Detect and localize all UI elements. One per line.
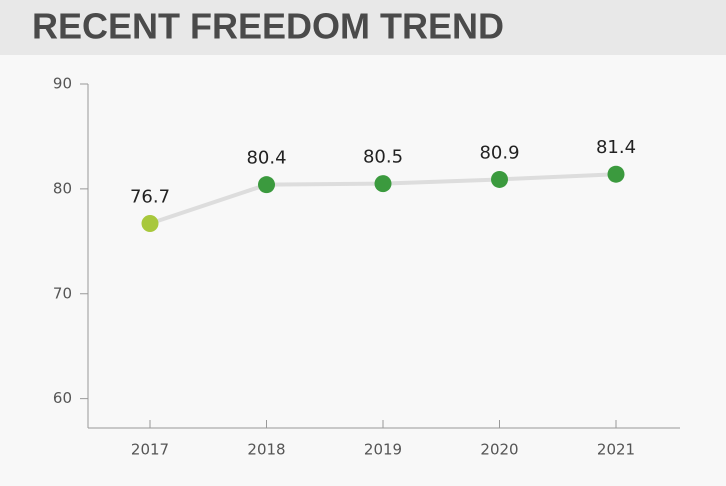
title-band — [0, 0, 726, 55]
point — [491, 170, 508, 188]
data-label: 76.7 — [130, 186, 170, 207]
x-tick-label: 2018 — [247, 441, 285, 459]
data-label: 80.9 — [479, 142, 519, 163]
y-tick-label: 60 — [53, 389, 72, 407]
data-label: 80.4 — [246, 148, 286, 169]
data-label: 81.4 — [596, 137, 636, 158]
y-tick-label: 80 — [53, 179, 72, 197]
point — [141, 214, 159, 232]
data-label: 80.5 — [363, 147, 403, 168]
point — [258, 176, 275, 194]
point — [374, 175, 392, 193]
y-tick-label: 70 — [53, 284, 72, 302]
y-tick-label: 90 — [53, 75, 72, 93]
x-tick-label: 2019 — [364, 441, 402, 459]
x-tick-label: 2020 — [480, 441, 518, 459]
point — [607, 165, 625, 183]
x-tick-label: 2021 — [597, 441, 635, 459]
x-tick-label: 2017 — [131, 441, 169, 459]
chart-title: RECENT FREEDOM TREND — [32, 6, 504, 47]
